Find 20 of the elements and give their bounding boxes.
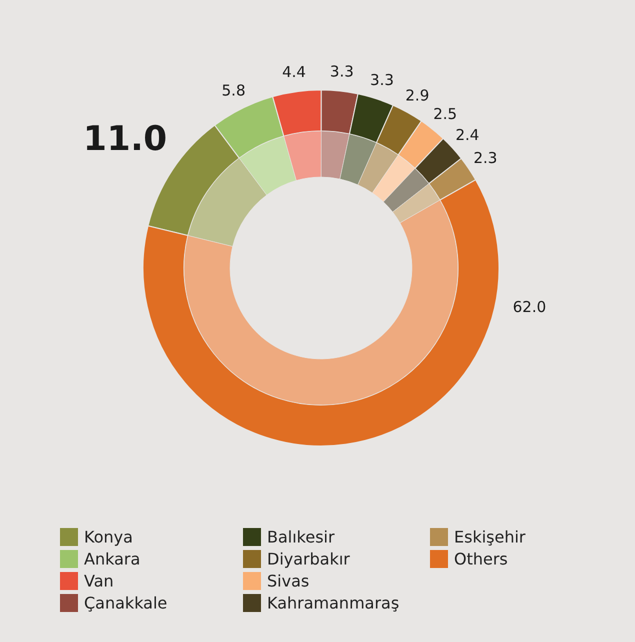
data-label: 2.9: [405, 86, 430, 104]
data-label: 4.4: [282, 63, 306, 82]
legend-label: Others: [454, 550, 508, 569]
legend-label: Sivas: [267, 572, 310, 591]
data-label: 62.0: [512, 298, 546, 316]
legend-label: Kahramanmaraş: [267, 594, 400, 613]
legend-label: Van: [84, 572, 114, 591]
data-label: 2.5: [433, 105, 458, 124]
data-label: 3.3: [330, 62, 354, 80]
legend-label: Balıkesir: [267, 528, 335, 547]
legend-label: Ankara: [84, 550, 140, 569]
data-label: 2.4: [455, 126, 480, 144]
legend-label: Çanakkale: [84, 594, 168, 613]
data-label: 3.3: [370, 70, 394, 89]
data-label: 2.3: [473, 148, 498, 167]
data-label: 5.8: [222, 82, 246, 100]
data-label: 11.0: [83, 119, 168, 160]
legend-label: Eskişehir: [454, 528, 526, 547]
legend-label: Konya: [84, 528, 133, 547]
legend-label: Diyarbakır: [267, 550, 350, 569]
